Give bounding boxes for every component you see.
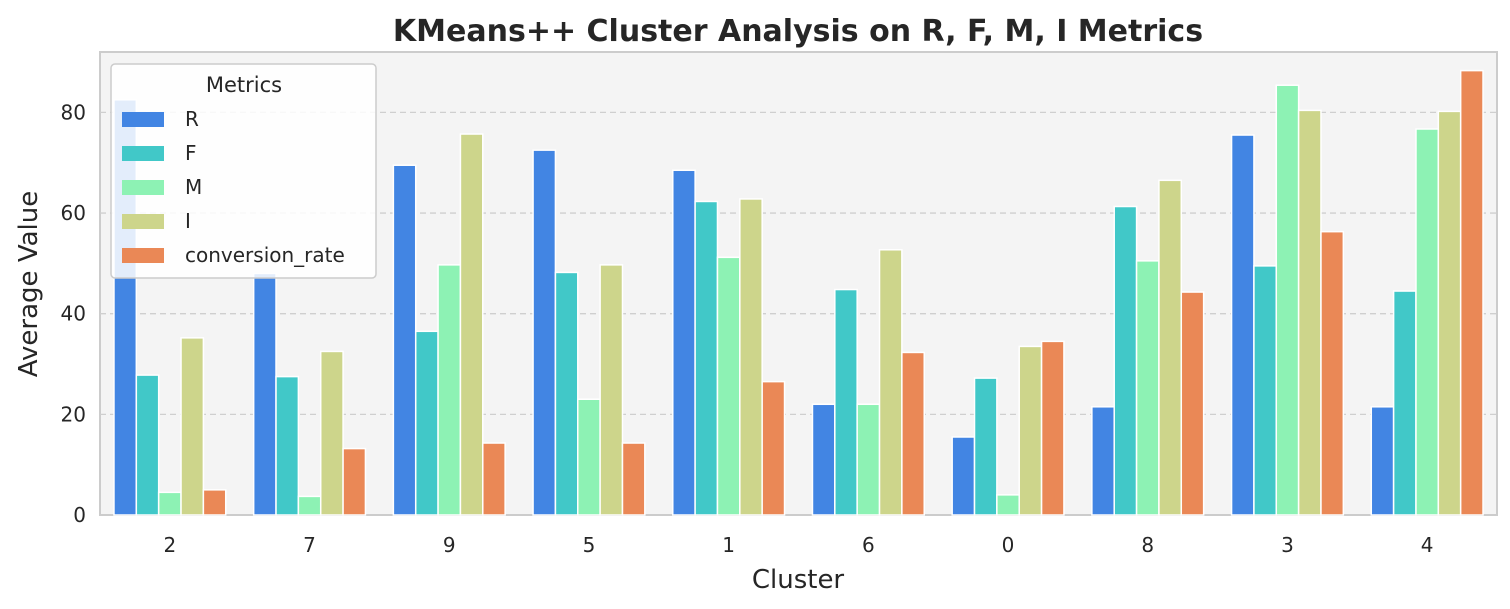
y-tick-label: 80 xyxy=(61,100,86,124)
x-tick-label: 1 xyxy=(722,533,735,557)
bar-M-cluster-9 xyxy=(437,264,462,516)
bar-R-cluster-9 xyxy=(392,164,417,516)
bar-F-cluster-4 xyxy=(1392,290,1417,516)
y-tick-label: 0 xyxy=(73,503,86,527)
y-axis-ticks: 0 20 40 60 80 xyxy=(61,100,86,527)
bar-M-cluster-6 xyxy=(856,403,881,516)
bar-M-cluster-0 xyxy=(996,494,1020,516)
legend-label-F: F xyxy=(185,141,197,165)
x-tick-label: 8 xyxy=(1141,533,1154,557)
y-tick-label: 20 xyxy=(61,402,86,426)
bar-conversion_rate-cluster-7 xyxy=(342,447,367,516)
bar-R-cluster-0 xyxy=(951,436,976,516)
bar-M-cluster-3 xyxy=(1275,84,1300,516)
bar-I-cluster-7 xyxy=(319,350,344,516)
x-tick-label: 3 xyxy=(1281,533,1294,557)
bar-M-cluster-2 xyxy=(157,491,182,516)
legend-label-conversion_rate: conversion_rate xyxy=(185,243,345,267)
bar-conversion_rate-cluster-0 xyxy=(1040,340,1065,516)
x-axis-ticks: 2 7 9 5 1 6 0 8 3 4 xyxy=(163,533,1433,557)
bar-F-cluster-8 xyxy=(1113,205,1138,516)
bar-F-cluster-0 xyxy=(973,377,998,516)
bar-F-cluster-2 xyxy=(135,374,160,516)
bar-R-cluster-4 xyxy=(1370,406,1395,516)
bar-conversion_rate-cluster-9 xyxy=(482,442,506,516)
bar-R-cluster-6 xyxy=(811,403,836,516)
bar-I-cluster-6 xyxy=(878,249,903,516)
bar-conversion_rate-cluster-2 xyxy=(202,489,227,516)
bar-M-cluster-8 xyxy=(1135,260,1160,516)
legend-swatch-R xyxy=(122,112,164,127)
bar-R-cluster-7 xyxy=(252,272,277,516)
bar-I-cluster-3 xyxy=(1297,109,1322,516)
legend-swatch-conversion_rate xyxy=(122,248,164,263)
bar-F-cluster-7 xyxy=(275,375,300,516)
legend-swatch-F xyxy=(122,146,164,161)
legend-title: Metrics xyxy=(206,73,282,97)
legend-label-M: M xyxy=(185,175,202,199)
legend-box xyxy=(110,63,377,279)
bar-M-cluster-4 xyxy=(1415,128,1440,516)
x-tick-label: 7 xyxy=(303,533,316,557)
bar-I-cluster-5 xyxy=(599,264,624,516)
bar-R-cluster-5 xyxy=(532,149,557,516)
legend-swatch-M xyxy=(122,180,164,195)
bar-conversion_rate-cluster-6 xyxy=(901,351,925,516)
x-axis-label: Cluster xyxy=(752,565,845,595)
bar-M-cluster-5 xyxy=(577,398,601,516)
y-tick-label: 40 xyxy=(61,302,86,326)
legend-swatch-I xyxy=(122,214,164,229)
bar-R-cluster-3 xyxy=(1230,134,1255,516)
bar-F-cluster-5 xyxy=(554,271,579,516)
bar-conversion_rate-cluster-5 xyxy=(621,442,646,516)
bar-M-cluster-7 xyxy=(297,495,322,516)
bar-R-cluster-8 xyxy=(1091,406,1115,516)
bar-F-cluster-1 xyxy=(694,200,719,516)
chart-title: KMeans++ Cluster Analysis on R, F, M, I … xyxy=(393,14,1203,49)
bar-I-cluster-2 xyxy=(180,337,205,516)
bars xyxy=(113,69,1484,516)
y-tick-label: 60 xyxy=(61,201,86,225)
bar-conversion_rate-cluster-4 xyxy=(1459,69,1484,516)
x-tick-label: 2 xyxy=(163,533,176,557)
bar-M-cluster-1 xyxy=(716,256,741,516)
y-axis-label: Average Value xyxy=(14,191,44,377)
bar-I-cluster-9 xyxy=(459,133,484,516)
bar-conversion_rate-cluster-8 xyxy=(1180,291,1205,516)
legend-label-I: I xyxy=(185,209,191,233)
x-tick-label: 0 xyxy=(1002,533,1015,557)
bar-F-cluster-3 xyxy=(1253,265,1278,516)
bar-conversion_rate-cluster-1 xyxy=(761,380,786,516)
bar-I-cluster-4 xyxy=(1437,110,1462,516)
bar-conversion_rate-cluster-3 xyxy=(1320,230,1345,516)
x-tick-label: 4 xyxy=(1421,533,1434,557)
bar-I-cluster-1 xyxy=(739,198,763,516)
x-tick-label: 5 xyxy=(583,533,596,557)
bar-R-cluster-1 xyxy=(672,169,696,516)
bar-I-cluster-0 xyxy=(1018,345,1043,516)
legend-label-R: R xyxy=(185,107,199,131)
x-tick-label: 9 xyxy=(443,533,456,557)
x-tick-label: 6 xyxy=(862,533,875,557)
bar-F-cluster-6 xyxy=(834,288,858,516)
bar-I-cluster-8 xyxy=(1158,179,1183,516)
bar-F-cluster-9 xyxy=(414,330,439,516)
